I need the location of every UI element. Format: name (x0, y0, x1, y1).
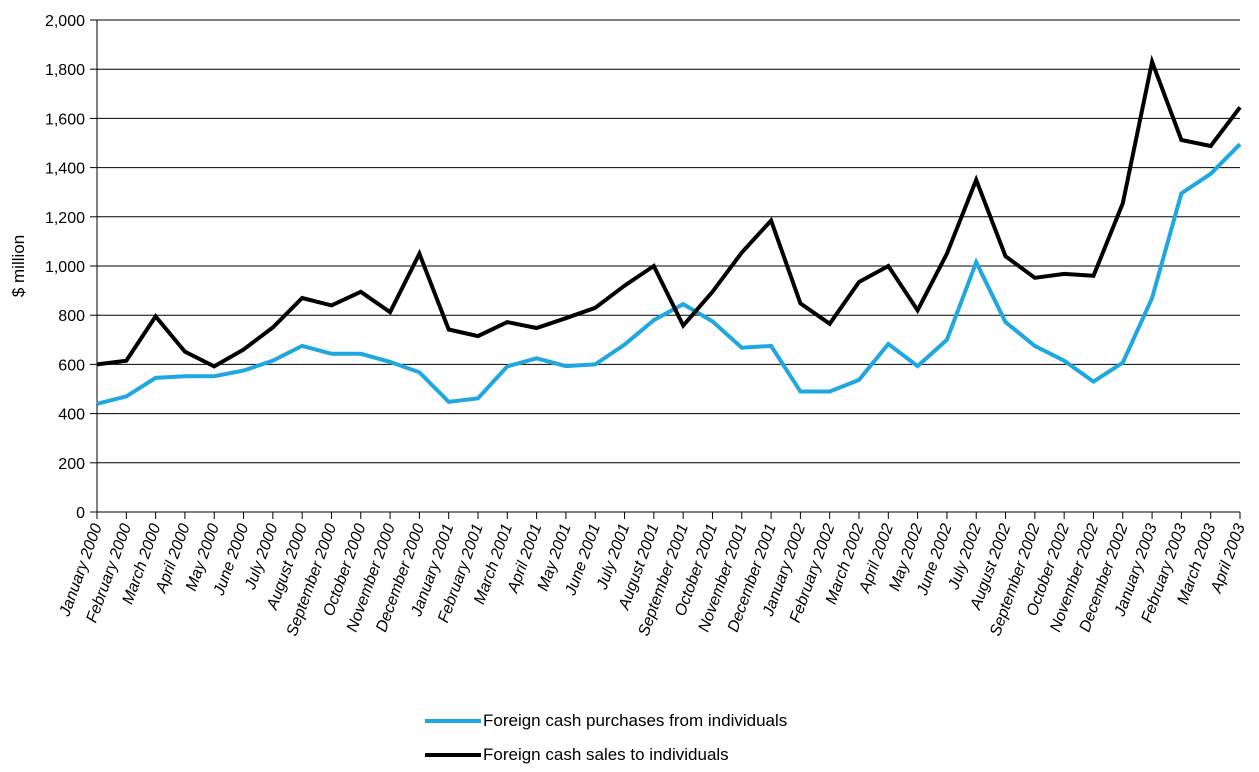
series-lines (96, 54, 1242, 406)
y-tick-label: 2,000 (45, 13, 85, 30)
legend: Foreign cash purchases from individuals … (425, 704, 787, 772)
y-tick-label: 800 (58, 308, 85, 325)
y-tick-label: 1,400 (45, 161, 85, 178)
legend-swatch-sales (425, 753, 481, 757)
series-line-purchases (96, 142, 1242, 406)
legend-item-purchases: Foreign cash purchases from individuals (425, 704, 787, 738)
chart-svg: 0 200 400 600 800 1,000 1,200 1,400 1,600 1,800 2,… (9, 13, 1249, 639)
y-tick-labels: 0 200 400 600 800 1,000 1,200 1,400 1,600 1,800 2,… (45, 13, 85, 522)
y-tick-label: 1,800 (45, 62, 85, 79)
y-tick-label: 1,200 (45, 210, 85, 227)
axes (90, 19, 1241, 519)
y-tick-label: 200 (58, 456, 85, 473)
y-axis-label: $ million (9, 235, 28, 297)
y-tick-label: 400 (58, 407, 85, 424)
legend-label-sales: Foreign cash sales to individuals (483, 745, 729, 764)
gridlines (97, 19, 1240, 464)
series-line-sales (96, 54, 1242, 369)
legend-swatch-purchases (425, 719, 481, 723)
legend-label-purchases: Foreign cash purchases from individuals (483, 711, 788, 730)
y-tick-label: 1,600 (45, 111, 85, 128)
y-tick-label: 600 (58, 357, 85, 374)
y-tick-label: 1,000 (45, 259, 85, 276)
y-tick-label: 0 (76, 505, 85, 522)
legend-item-sales: Foreign cash sales to individuals (425, 738, 787, 772)
